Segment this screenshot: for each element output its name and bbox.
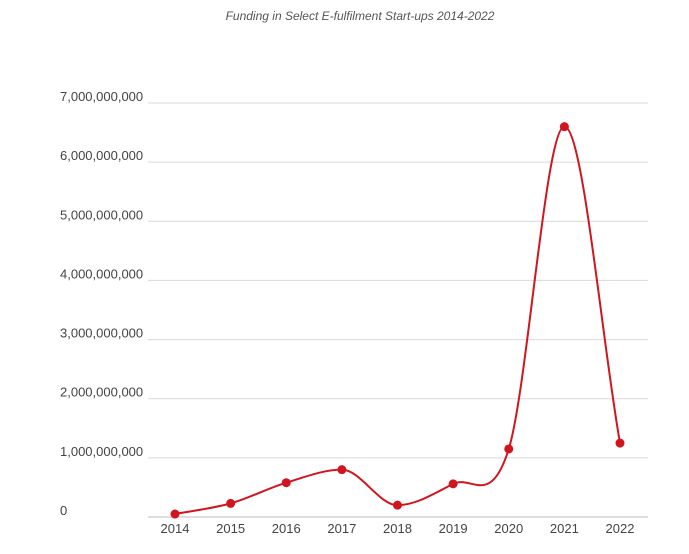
data-point-2016 — [281, 478, 291, 488]
x-axis-tick-labels: 2014 2015 2016 2017 2018 2019 2020 2021 2022 — [161, 521, 635, 536]
y-tick-label: 2,000,000,000 — [60, 385, 143, 400]
data-point-2018 — [393, 500, 402, 510]
x-tick-label: 2014 — [161, 521, 190, 536]
y-tick-label: 0 — [60, 503, 67, 518]
gridlines — [148, 102, 648, 518]
x-tick-label: 2015 — [216, 521, 245, 536]
x-tick-label: 2017 — [327, 521, 356, 536]
y-tick-label: 4,000,000,000 — [60, 266, 143, 281]
x-tick-label: 2022 — [606, 521, 635, 536]
y-tick-label: 3,000,000,000 — [60, 326, 143, 341]
data-points — [170, 122, 625, 519]
y-tick-label: 6,000,000,000 — [60, 148, 143, 163]
data-point-2021 — [559, 122, 569, 132]
x-tick-label: 2016 — [272, 521, 301, 536]
data-point-2014 — [170, 509, 180, 519]
data-point-2015 — [226, 498, 236, 508]
y-tick-label: 7,000,000,000 — [60, 89, 143, 104]
x-tick-label: 2019 — [439, 521, 468, 536]
data-point-2017 — [337, 465, 347, 475]
data-point-2022 — [615, 438, 625, 448]
y-tick-label: 5,000,000,000 — [60, 207, 143, 222]
chart-title: Funding in Select E-fulfilment Start-ups… — [225, 9, 495, 23]
x-tick-label: 2021 — [550, 521, 579, 536]
data-point-2020 — [504, 444, 514, 454]
series-line — [174, 125, 621, 516]
data-point-2019 — [448, 479, 458, 489]
y-axis-tick-labels: 0 1,000,000,000 2,000,000,000 3,000,000,000… — [60, 89, 143, 518]
x-tick-label: 2020 — [494, 521, 523, 536]
y-tick-label: 1,000,000,000 — [60, 444, 143, 459]
x-tick-label: 2018 — [383, 521, 412, 536]
series-layer — [174, 125, 621, 516]
